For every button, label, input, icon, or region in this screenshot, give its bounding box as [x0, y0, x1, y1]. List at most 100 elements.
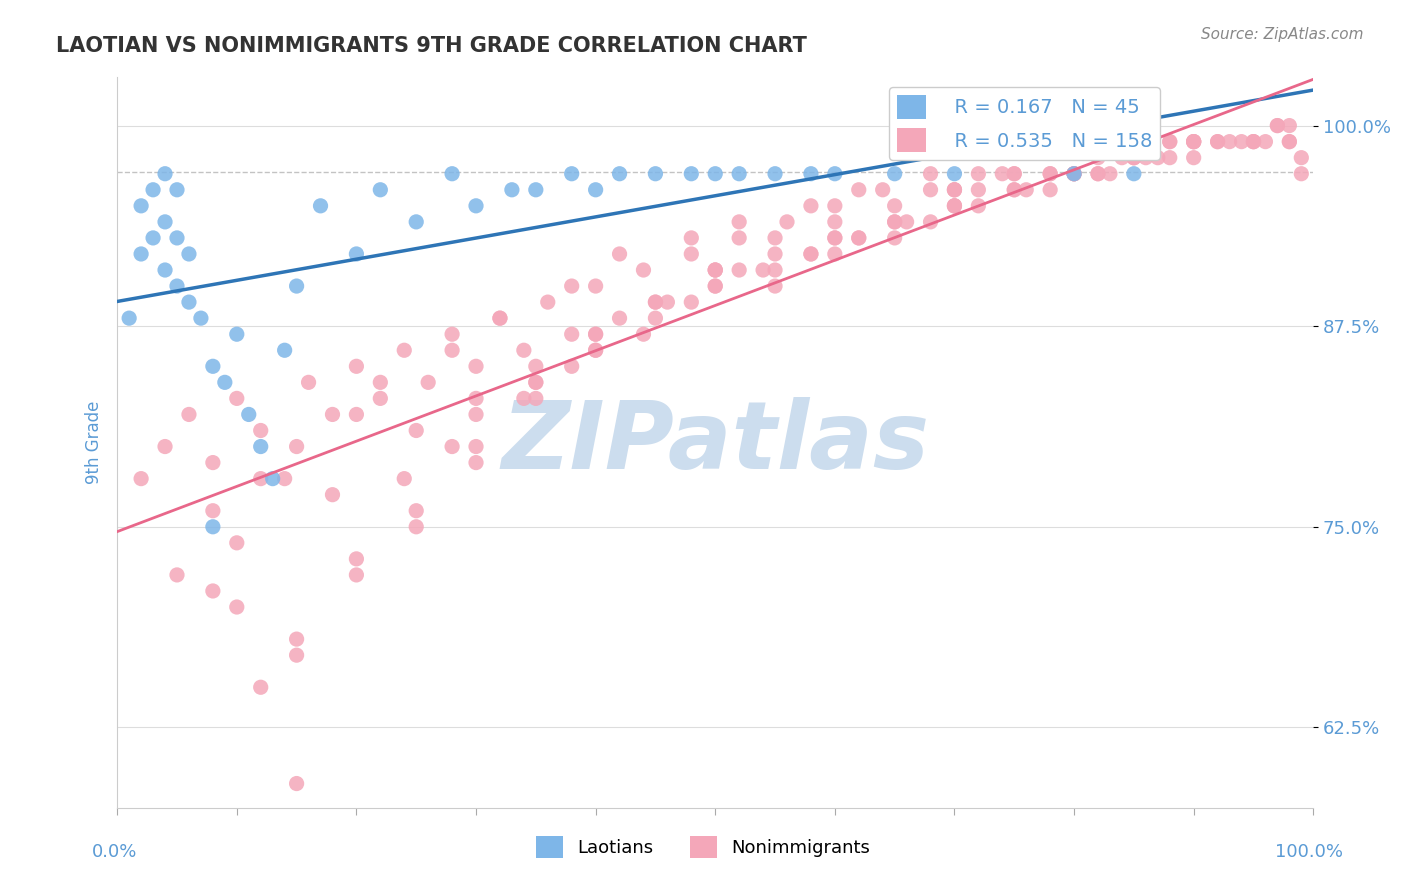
- Point: [752, 263, 775, 277]
- Point: [1159, 135, 1181, 149]
- Point: [1182, 135, 1205, 149]
- Point: [344, 359, 367, 374]
- Point: [1243, 135, 1265, 149]
- Point: [1230, 135, 1253, 149]
- Point: [943, 183, 966, 197]
- Point: [142, 231, 165, 245]
- Point: [763, 231, 786, 245]
- Point: [344, 408, 367, 422]
- Point: [1063, 167, 1085, 181]
- Point: [943, 199, 966, 213]
- Point: [609, 311, 631, 326]
- Point: [800, 167, 823, 181]
- Point: [657, 295, 679, 310]
- Point: [405, 424, 427, 438]
- Point: [824, 231, 846, 245]
- Point: [896, 215, 918, 229]
- Point: [585, 327, 607, 342]
- Point: [465, 359, 488, 374]
- Point: [1182, 135, 1205, 149]
- Point: [609, 247, 631, 261]
- Point: [1122, 151, 1144, 165]
- Point: [1002, 183, 1025, 197]
- Point: [1159, 151, 1181, 165]
- Point: [201, 520, 224, 534]
- Point: [321, 488, 343, 502]
- Point: [1291, 151, 1313, 165]
- Point: [585, 327, 607, 342]
- Point: [285, 632, 308, 646]
- Legend:   R = 0.167   N = 45,   R = 0.535   N = 158: R = 0.167 N = 45, R = 0.535 N = 158: [890, 87, 1160, 160]
- Point: [1087, 167, 1109, 181]
- Point: [920, 183, 942, 197]
- Point: [177, 247, 200, 261]
- Point: [1111, 151, 1133, 165]
- Point: [883, 231, 905, 245]
- Y-axis label: 9th Grade: 9th Grade: [86, 401, 103, 484]
- Point: [201, 456, 224, 470]
- Point: [441, 327, 464, 342]
- Point: [681, 167, 703, 181]
- Point: [633, 327, 655, 342]
- Point: [201, 504, 224, 518]
- Point: [524, 376, 547, 390]
- Point: [524, 392, 547, 406]
- Point: [513, 392, 536, 406]
- Point: [728, 215, 751, 229]
- Point: [1206, 135, 1229, 149]
- Point: [991, 167, 1014, 181]
- Point: [465, 199, 488, 213]
- Point: [285, 776, 308, 790]
- Point: [585, 343, 607, 358]
- Point: [465, 440, 488, 454]
- Point: [177, 295, 200, 310]
- Point: [883, 199, 905, 213]
- Point: [1267, 119, 1289, 133]
- Point: [524, 359, 547, 374]
- Point: [262, 472, 284, 486]
- Point: [704, 263, 727, 277]
- Point: [524, 183, 547, 197]
- Point: [344, 568, 367, 582]
- Point: [285, 440, 308, 454]
- Point: [238, 408, 260, 422]
- Point: [1002, 183, 1025, 197]
- Point: [585, 183, 607, 197]
- Point: [776, 215, 799, 229]
- Point: [561, 327, 583, 342]
- Point: [129, 199, 152, 213]
- Point: [1206, 135, 1229, 149]
- Point: [561, 279, 583, 293]
- Point: [561, 167, 583, 181]
- Text: LAOTIAN VS NONIMMIGRANTS 9TH GRADE CORRELATION CHART: LAOTIAN VS NONIMMIGRANTS 9TH GRADE CORRE…: [56, 36, 807, 55]
- Point: [728, 167, 751, 181]
- Point: [1063, 167, 1085, 181]
- Point: [943, 167, 966, 181]
- Point: [681, 247, 703, 261]
- Point: [1098, 167, 1121, 181]
- Point: [883, 215, 905, 229]
- Point: [943, 199, 966, 213]
- Point: [763, 263, 786, 277]
- Point: [177, 408, 200, 422]
- Point: [297, 376, 319, 390]
- Point: [201, 584, 224, 599]
- Point: [370, 392, 392, 406]
- Point: [501, 183, 523, 197]
- Point: [1146, 151, 1168, 165]
- Point: [848, 183, 870, 197]
- Point: [118, 311, 141, 326]
- Point: [166, 279, 188, 293]
- Point: [249, 680, 271, 694]
- Point: [405, 215, 427, 229]
- Point: [1254, 135, 1277, 149]
- Point: [1291, 167, 1313, 181]
- Point: [609, 167, 631, 181]
- Point: [394, 343, 416, 358]
- Point: [848, 231, 870, 245]
- Point: [153, 215, 176, 229]
- Point: [1002, 167, 1025, 181]
- Point: [465, 408, 488, 422]
- Point: [1182, 151, 1205, 165]
- Point: [1087, 167, 1109, 181]
